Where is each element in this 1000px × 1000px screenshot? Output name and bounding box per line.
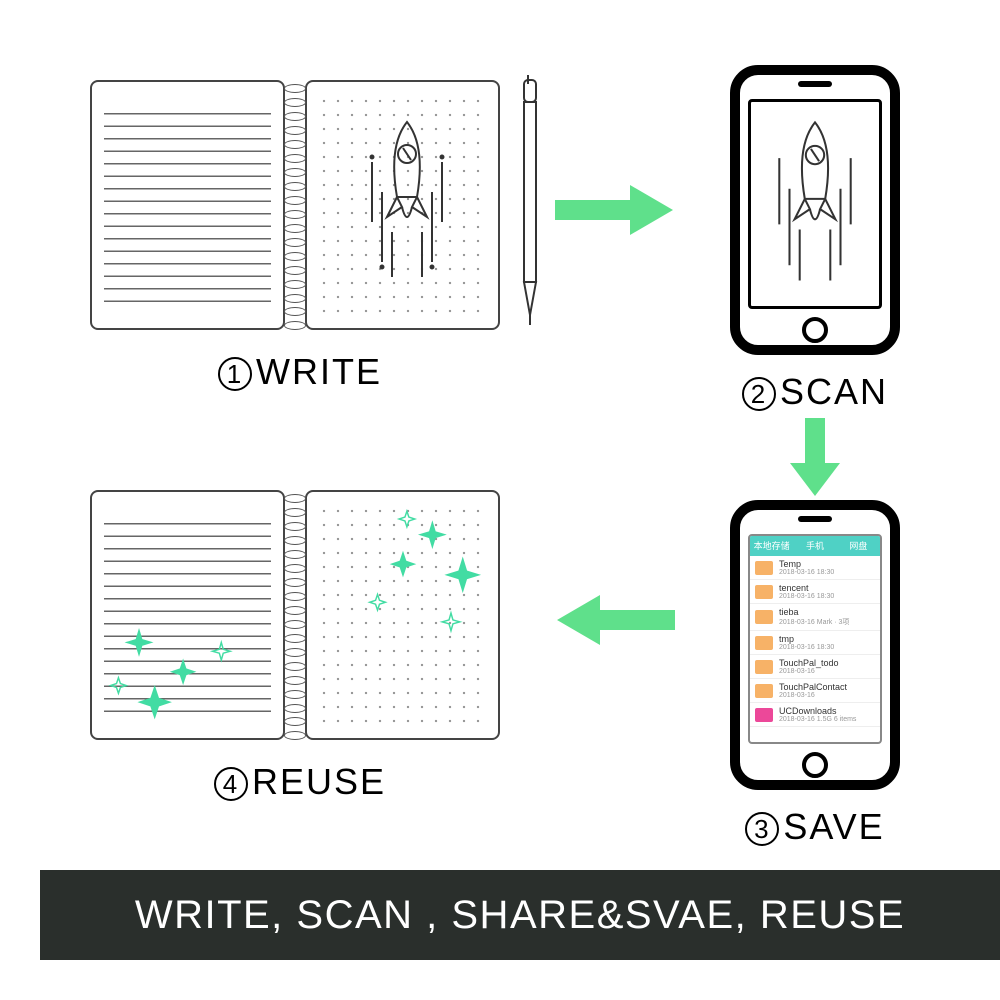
step-save: 本地存储 手机 网盘 Temp2018-03-16 18:30tencent20…: [730, 500, 900, 848]
file-row: tencent2018-03-16 18:30: [750, 580, 880, 604]
rocket-sketch-icon: [347, 102, 467, 302]
phone-save: 本地存储 手机 网盘 Temp2018-03-16 18:30tencent20…: [730, 500, 900, 790]
step-text: SAVE: [783, 806, 884, 847]
step-label-scan: 2SCAN: [730, 371, 900, 413]
rocket-scan-icon: [751, 102, 879, 306]
notebook-reuse: [90, 490, 510, 745]
file-row: tieba2018-03-16 Mark · 3项: [750, 604, 880, 631]
folder-icon: [755, 585, 773, 599]
step-number: 4: [214, 767, 248, 801]
sparkles-right-icon: [307, 492, 498, 738]
file-row: UCDownloads2018-03-16 1.5G 6 items: [750, 703, 880, 727]
dotted-page: [305, 80, 500, 330]
notebook-spiral-icon: [280, 82, 310, 333]
file-row: TouchPal_todo2018-03-16: [750, 655, 880, 679]
file-name: Temp: [779, 559, 875, 569]
file-meta: 2018-03-16 18:30: [779, 569, 875, 576]
phone-screen-files: 本地存储 手机 网盘 Temp2018-03-16 18:30tencent20…: [748, 534, 882, 744]
file-meta: 2018-03-16 Mark · 3项: [779, 617, 875, 627]
step-reuse: 4REUSE: [90, 490, 510, 803]
file-list: Temp2018-03-16 18:30tencent2018-03-16 18…: [750, 556, 880, 727]
file-tab: 本地存储: [750, 536, 793, 556]
arrow-right-icon: [555, 180, 675, 240]
file-row: TouchPalContact2018-03-16: [750, 679, 880, 703]
dotted-page: [305, 490, 500, 740]
file-row: tmp2018-03-16 18:30: [750, 631, 880, 655]
step-label-reuse: 4REUSE: [90, 761, 510, 803]
file-row: Temp2018-03-16 18:30: [750, 556, 880, 580]
file-meta: 2018-03-16 18:30: [779, 644, 875, 651]
file-tab: 手机: [793, 536, 836, 556]
folder-icon: [755, 684, 773, 698]
file-meta: 2018-03-16: [779, 692, 875, 699]
sparkles-left-icon: [92, 492, 283, 738]
arrow-down-icon: [785, 418, 845, 498]
file-name: tencent: [779, 583, 875, 593]
phone-speaker-icon: [798, 516, 832, 522]
lined-page: [90, 80, 285, 330]
step-text: REUSE: [252, 761, 386, 802]
file-name: TouchPal_todo: [779, 658, 875, 668]
footer-banner: WRITE, SCAN , SHARE&SVAE, REUSE: [40, 870, 1000, 960]
file-name: TouchPalContact: [779, 682, 875, 692]
home-button-icon: [802, 317, 828, 343]
phone-screen-scan: [748, 99, 882, 309]
folder-icon: [755, 636, 773, 650]
folder-icon: [755, 660, 773, 674]
file-name: tieba: [779, 607, 875, 617]
folder-icon: [755, 610, 773, 624]
step-text: WRITE: [256, 351, 382, 392]
home-button-icon: [802, 752, 828, 778]
folder-icon: [755, 561, 773, 575]
lined-page: [90, 490, 285, 740]
pen-icon: [520, 70, 540, 330]
file-meta: 2018-03-16 1.5G 6 items: [779, 716, 875, 723]
file-meta: 2018-03-16: [779, 668, 875, 675]
notebook-spiral-icon: [280, 492, 310, 743]
step-number: 3: [745, 812, 779, 846]
phone-speaker-icon: [798, 81, 832, 87]
file-meta: 2018-03-16 18:30: [779, 593, 875, 600]
step-text: SCAN: [780, 371, 888, 412]
file-name: tmp: [779, 634, 875, 644]
step-write: 1WRITE: [90, 80, 510, 393]
arrow-left-icon: [555, 590, 675, 650]
step-scan: 2SCAN: [730, 65, 900, 413]
file-tabs: 本地存储 手机 网盘: [750, 536, 880, 556]
step-number: 1: [218, 357, 252, 391]
step-number: 2: [742, 377, 776, 411]
folder-icon: [755, 708, 773, 722]
file-name: UCDownloads: [779, 706, 875, 716]
footer-text: WRITE, SCAN , SHARE&SVAE, REUSE: [135, 893, 905, 938]
phone-scan: [730, 65, 900, 355]
step-label-save: 3SAVE: [730, 806, 900, 848]
step-label-write: 1WRITE: [90, 351, 510, 393]
notebook-write: [90, 80, 510, 335]
file-tab: 网盘: [837, 536, 880, 556]
